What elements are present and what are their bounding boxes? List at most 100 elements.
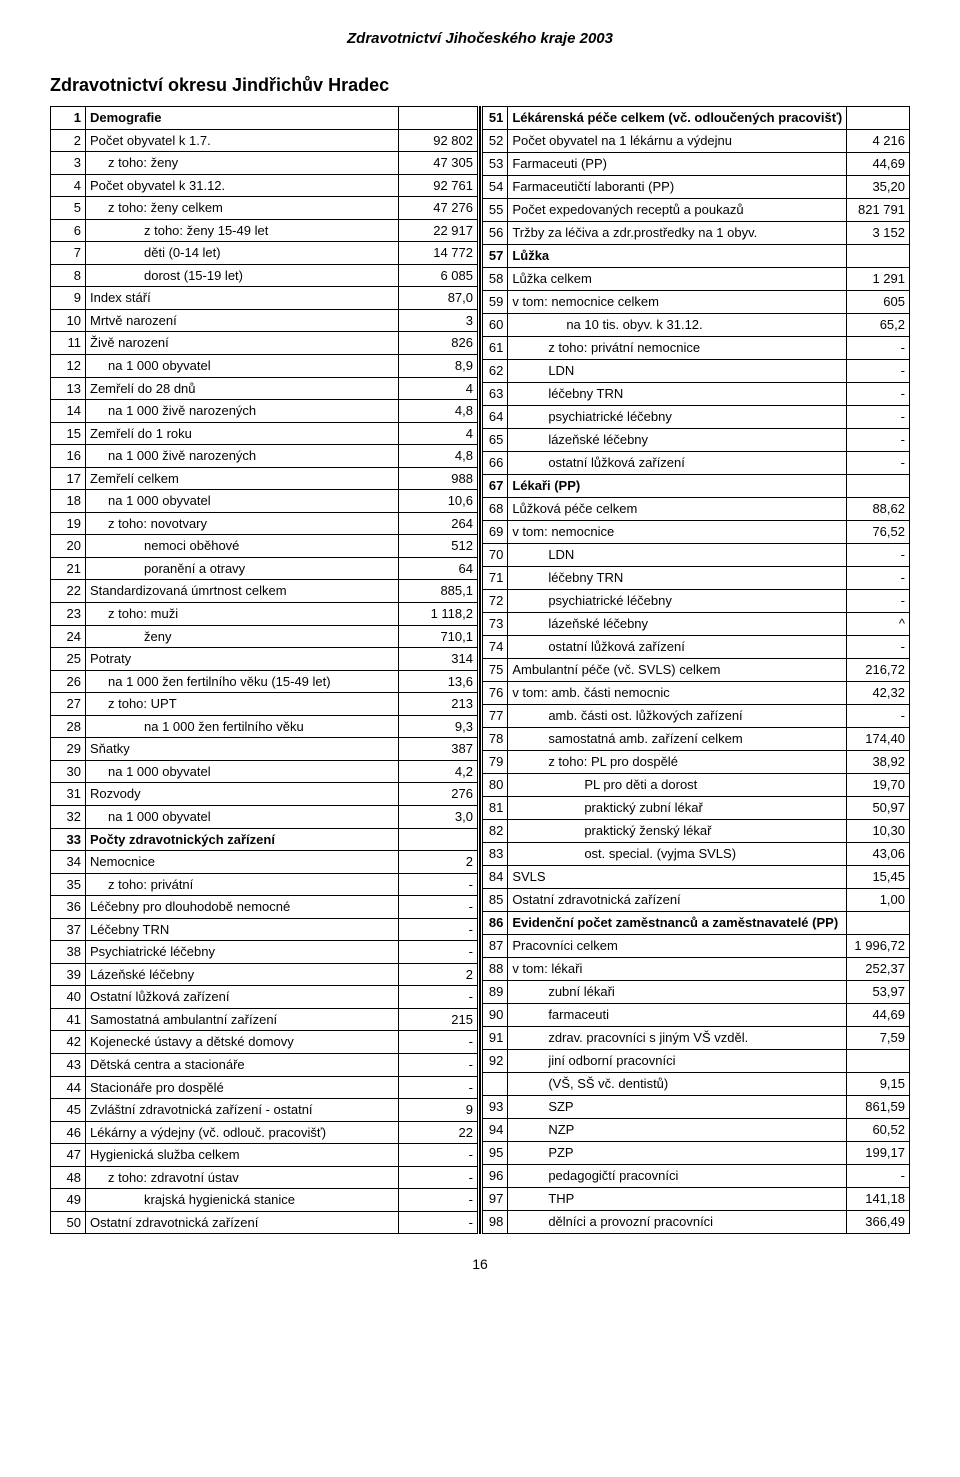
row-value	[847, 1050, 910, 1073]
table-row: 75Ambulantní péče (vč. SVLS) celkem216,7…	[482, 659, 910, 682]
row-number: 18	[51, 490, 86, 513]
table-row: 7děti (0-14 let)14 772	[51, 242, 479, 265]
row-number: 33	[51, 828, 86, 851]
table-row: 22Standardizovaná úmrtnost celkem885,1	[51, 580, 479, 603]
table-row: 95PZP199,17	[482, 1142, 910, 1165]
row-value: 14 772	[399, 242, 479, 265]
table-row: 14na 1 000 živě narozených4,8	[51, 400, 479, 423]
row-label: z toho: privátní	[86, 873, 399, 896]
row-number: 61	[482, 337, 508, 360]
row-value	[399, 828, 479, 851]
row-label: Hygienická služba celkem	[86, 1144, 399, 1167]
table-row: 51Lékárenská péče celkem (vč. odloučenýc…	[482, 107, 910, 130]
row-label: zubní lékaři	[508, 981, 847, 1004]
row-label: lázeňské léčebny	[508, 613, 847, 636]
table-row: 80PL pro děti a dorost19,70	[482, 774, 910, 797]
row-value: ^	[847, 613, 910, 636]
table-row: 41Samostatná ambulantní zařízení215	[51, 1008, 479, 1031]
row-number: 66	[482, 452, 508, 475]
row-label: NZP	[508, 1119, 847, 1142]
row-number: 80	[482, 774, 508, 797]
row-label: PL pro děti a dorost	[508, 774, 847, 797]
row-value: 366,49	[847, 1211, 910, 1234]
row-value: -	[847, 337, 910, 360]
row-label: z toho: UPT	[86, 693, 399, 716]
table-row: 96pedagogičtí pracovníci-	[482, 1165, 910, 1188]
table-row: 93SZP861,59	[482, 1096, 910, 1119]
table-row: 45Zvláštní zdravotnická zařízení - ostat…	[51, 1099, 479, 1122]
row-number: 77	[482, 705, 508, 728]
row-number: 54	[482, 176, 508, 199]
row-number: 89	[482, 981, 508, 1004]
row-number	[482, 1073, 508, 1096]
row-number: 75	[482, 659, 508, 682]
row-value: 38,92	[847, 751, 910, 774]
row-number: 8	[51, 264, 86, 287]
row-label: dělníci a provozní pracovníci	[508, 1211, 847, 1234]
table-row: 21poranění a otravy64	[51, 557, 479, 580]
right-table: 51Lékárenská péče celkem (vč. odloučenýc…	[480, 106, 910, 1234]
table-row: 24ženy710,1	[51, 625, 479, 648]
row-number: 40	[51, 986, 86, 1009]
table-row: 15Zemřelí do 1 roku4	[51, 422, 479, 445]
row-label: Sňatky	[86, 738, 399, 761]
row-number: 38	[51, 941, 86, 964]
row-number: 87	[482, 935, 508, 958]
row-number: 35	[51, 873, 86, 896]
table-row: 89zubní lékaři53,97	[482, 981, 910, 1004]
row-value: 216,72	[847, 659, 910, 682]
row-label: z toho: novotvary	[86, 512, 399, 535]
row-value: 60,52	[847, 1119, 910, 1142]
row-number: 36	[51, 896, 86, 919]
row-number: 25	[51, 648, 86, 671]
row-label: ost. special. (vyjma SVLS)	[508, 843, 847, 866]
row-number: 85	[482, 889, 508, 912]
table-row: 35z toho: privátní-	[51, 873, 479, 896]
row-label: z toho: muži	[86, 603, 399, 626]
row-number: 60	[482, 314, 508, 337]
table-row: 20nemoci oběhové512	[51, 535, 479, 558]
row-number: 73	[482, 613, 508, 636]
row-value: 4,8	[399, 445, 479, 468]
row-value: 821 791	[847, 199, 910, 222]
table-row: 39Lázeňské léčebny2	[51, 963, 479, 986]
table-row: 9Index stáří87,0	[51, 287, 479, 310]
row-number: 90	[482, 1004, 508, 1027]
page-header: Zdravotnictví Jihočeského kraje 2003	[50, 30, 910, 47]
row-number: 88	[482, 958, 508, 981]
row-value: 3	[399, 309, 479, 332]
table-row: 12na 1 000 obyvatel8,9	[51, 355, 479, 378]
row-value: 53,97	[847, 981, 910, 1004]
row-label: Pracovníci celkem	[508, 935, 847, 958]
row-number: 70	[482, 544, 508, 567]
row-label: léčebny TRN	[508, 567, 847, 590]
row-label: lázeňské léčebny	[508, 429, 847, 452]
row-label: Zemřelí do 1 roku	[86, 422, 399, 445]
row-number: 12	[51, 355, 86, 378]
row-value: 13,6	[399, 670, 479, 693]
row-label: zdrav. pracovníci s jiným VŠ vzděl.	[508, 1027, 847, 1050]
table-row: 83ost. special. (vyjma SVLS)43,06	[482, 843, 910, 866]
row-number: 43	[51, 1053, 86, 1076]
row-number: 27	[51, 693, 86, 716]
row-number: 15	[51, 422, 86, 445]
table-row: 57Lůžka	[482, 245, 910, 268]
row-value: -	[399, 1144, 479, 1167]
row-label: Samostatná ambulantní zařízení	[86, 1008, 399, 1031]
row-label: LDN	[508, 544, 847, 567]
row-label: Rozvody	[86, 783, 399, 806]
row-number: 71	[482, 567, 508, 590]
table-row: 88v tom: lékaři252,37	[482, 958, 910, 981]
row-number: 46	[51, 1121, 86, 1144]
row-label: Lázeňské léčebny	[86, 963, 399, 986]
row-number: 96	[482, 1165, 508, 1188]
row-number: 95	[482, 1142, 508, 1165]
table-row: 72psychiatrické léčebny-	[482, 590, 910, 613]
row-value: 213	[399, 693, 479, 716]
table-row: 61z toho: privátní nemocnice-	[482, 337, 910, 360]
row-number: 34	[51, 851, 86, 874]
row-value	[847, 245, 910, 268]
row-number: 64	[482, 406, 508, 429]
row-value: 710,1	[399, 625, 479, 648]
row-number: 67	[482, 475, 508, 498]
